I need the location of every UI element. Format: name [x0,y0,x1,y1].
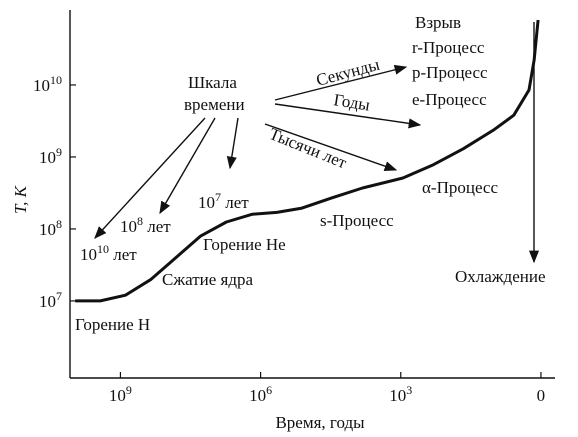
annotation: Охлаждение [455,267,546,286]
annotation: времени [184,95,245,114]
arrow [159,117,216,215]
arrow [94,117,206,239]
annotation: Годы [332,90,372,115]
x-tick-label: 0 [537,386,546,405]
y-tick-label: 108​ [39,217,62,239]
x-tick-label: 109​ [109,383,132,405]
annotation: Взрыв [415,13,461,32]
arrow [274,64,408,101]
x-tick-label: 106​ [249,383,272,405]
annotation: p-Процесс [412,63,488,82]
y-tick-label: 109​ [39,145,62,167]
arrow [264,123,398,171]
annotation: s-Процесс [320,211,394,230]
annotation: α-Процесс [422,178,498,197]
annotation: Тысячи лет [267,124,350,172]
y-tick-label: 107​ [39,289,62,311]
annotation: Сжатие ядра [162,270,253,289]
annotation: 107​ лет [198,190,249,212]
curve [75,19,540,303]
arrow [226,117,239,170]
annotation: Горение He [203,235,286,254]
arrow [274,103,422,129]
annotation: 108​ лет [120,214,171,236]
annotation: Шкала [188,73,237,92]
annotation: r-Процесс [412,38,485,57]
x-axis-label: Время, годы [275,413,365,432]
x-tick-label: 103​ [389,383,412,405]
annotation: Горение H [75,315,150,334]
annotation: Секунды [314,55,382,90]
arrows [94,22,540,264]
y-tick-label: 1010​ [33,73,62,95]
y-axis-label: T, K [11,184,30,214]
annotation: 1010​ лет [80,242,137,264]
annotations: Взрыв r-Процесс p-Процесс e-Процесс Шкал… [75,13,546,334]
annotation: e-Процесс [412,90,487,109]
